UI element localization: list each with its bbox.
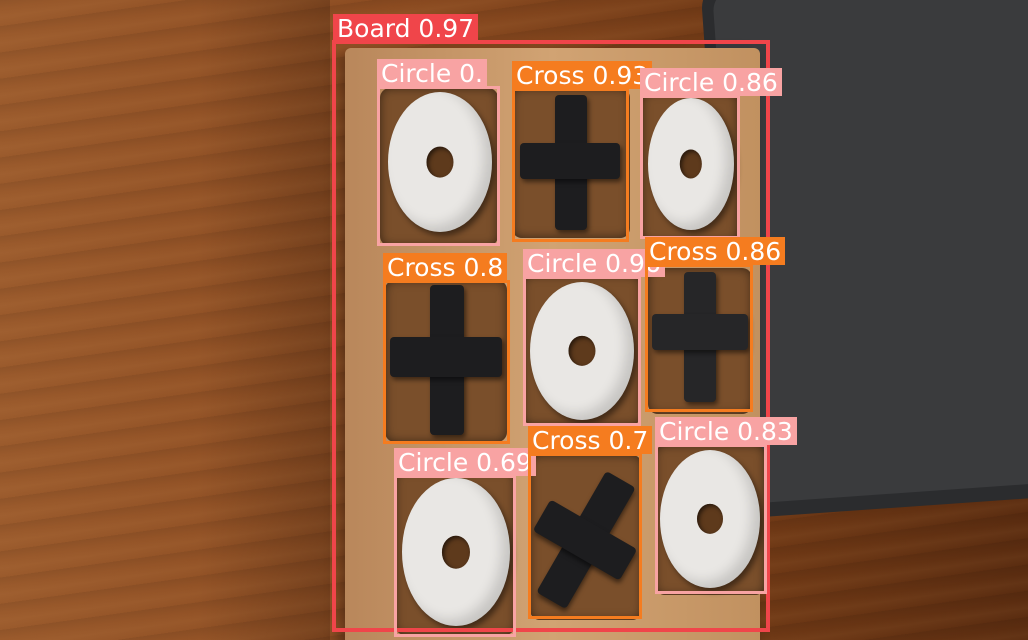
detection-label: Cross 0.86 [645,237,786,266]
detection-box-cross: Cross 0.8 [383,253,510,444]
circle-piece [660,450,760,588]
detection-label: Circle 0.96 [523,249,665,278]
cross-piece [390,285,502,435]
detection-label: Circle 0. [377,59,488,88]
circle-piece [388,92,492,232]
floor-shadow [0,0,330,640]
detection-label: Cross 0.7 [528,426,653,455]
cross-piece [520,95,620,230]
detection-box-circle: Circle 0.96 [523,249,665,426]
detection-label: Board 0.97 [333,14,479,43]
detection-box-cross: Cross 0.93 [512,61,653,242]
circle-piece [648,98,734,230]
detection-box-cross: Cross 0.7 [528,426,653,619]
detection-label: Cross 0.93 [512,61,653,90]
detection-label: Cross 0.8 [383,253,508,282]
circle-piece [402,478,510,626]
detection-label: Circle 0.69 [394,448,536,477]
detection-box-circle: Circle 0. [377,59,500,246]
detection-label: Circle 0.86 [640,68,782,97]
cross-piece [652,272,748,402]
circle-piece [530,282,634,420]
detection-box-circle: Circle 0.86 [640,68,782,239]
detection-label: Circle 0.83 [655,417,797,446]
detection-box-circle: Circle 0.69 [394,448,536,637]
detection-box-cross: Cross 0.86 [645,237,786,412]
detection-box-circle: Circle 0.83 [655,417,797,594]
detection-box-board: Board 0.97 [332,14,770,632]
